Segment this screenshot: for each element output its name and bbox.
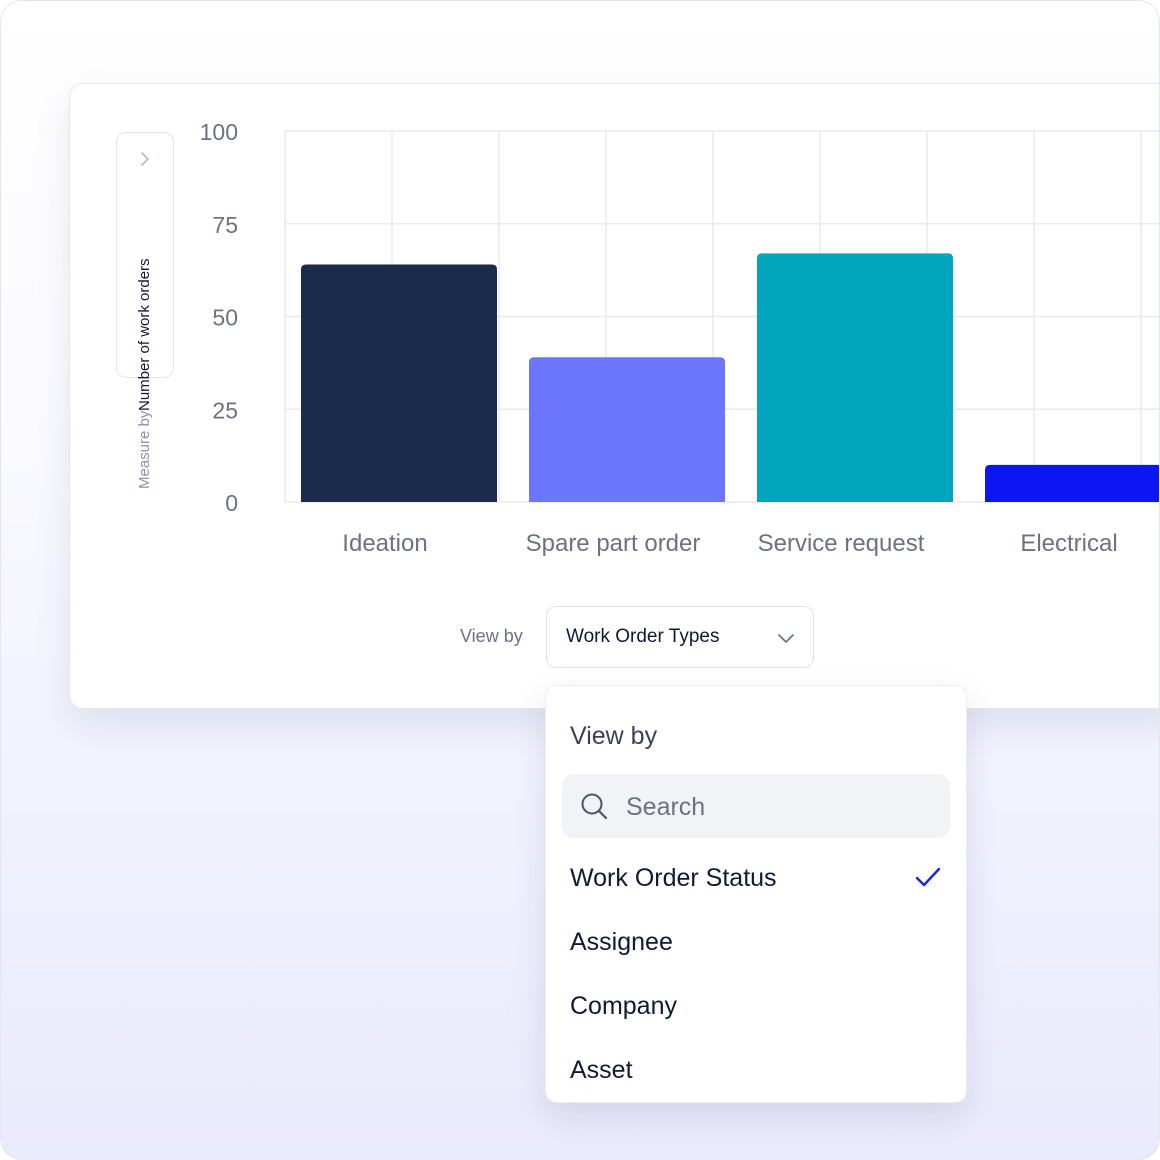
dropdown-item-company[interactable]: Company: [570, 992, 677, 1020]
chart-card: Number of work orders Measure by 100 75 50…: [69, 83, 1159, 709]
x-category-label: Electrical: [1020, 530, 1117, 557]
view-by-dropdown: View by Search Work Order Status Assigne…: [545, 685, 967, 1103]
y-tick-label: 75: [212, 212, 238, 238]
measure-by-selector[interactable]: Number of work orders: [116, 132, 174, 411]
y-tick-label: 50: [212, 305, 238, 331]
x-category-label: Service request: [758, 530, 925, 557]
view-by-select[interactable]: Work Order Types: [546, 606, 814, 668]
dropdown-search-input[interactable]: Search: [562, 774, 950, 838]
dropdown-item-assignee[interactable]: Assignee: [570, 928, 673, 956]
bar-service-request: [757, 253, 953, 502]
y-tick-label: 0: [225, 490, 238, 516]
x-category-label: Spare part order: [526, 530, 701, 557]
view-by-label: View by: [460, 626, 523, 646]
bar-spare-part-order: [529, 357, 725, 502]
bar-ideation: [301, 264, 497, 502]
bar-electrical: [985, 464, 1159, 502]
search-placeholder: Search: [626, 793, 706, 821]
dropdown-item-asset[interactable]: Asset: [570, 1056, 633, 1084]
search-icon: [581, 793, 608, 820]
y-tick-label: 100: [200, 119, 238, 145]
y-tick-label: 25: [212, 397, 238, 423]
chevron-right-icon: [141, 152, 149, 166]
dropdown-item-work-order-status[interactable]: Work Order Status: [570, 864, 777, 892]
view-by-selected-value: Work Order Types: [566, 626, 720, 647]
chevron-down-icon: [778, 634, 794, 643]
bar-chart: 100 75 50 25 0 Ideation Spare part order Servic…: [200, 119, 1159, 557]
dropdown-title: View by: [570, 722, 658, 750]
checkmark-icon: [915, 867, 941, 887]
x-category-label: Ideation: [342, 530, 427, 557]
